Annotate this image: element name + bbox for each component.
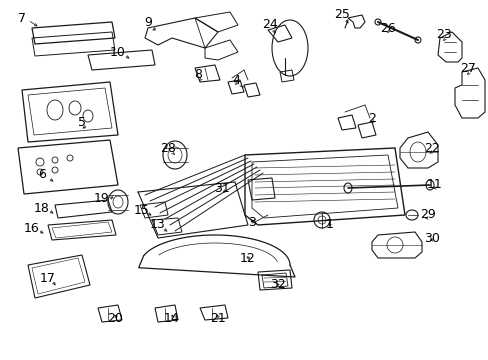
Text: 32: 32 xyxy=(269,279,285,292)
Text: 11: 11 xyxy=(426,179,442,192)
Text: 26: 26 xyxy=(379,22,395,35)
Text: 27: 27 xyxy=(459,62,475,75)
Text: 19: 19 xyxy=(94,192,110,204)
Text: 22: 22 xyxy=(423,141,439,154)
Text: 4: 4 xyxy=(232,73,240,86)
Text: 9: 9 xyxy=(144,15,152,28)
Text: 2: 2 xyxy=(367,112,375,125)
Text: 5: 5 xyxy=(78,116,86,129)
Text: 29: 29 xyxy=(419,208,435,221)
Text: 8: 8 xyxy=(194,68,202,81)
Text: 7: 7 xyxy=(18,12,26,24)
Text: 18: 18 xyxy=(34,202,50,215)
Text: 1: 1 xyxy=(325,219,333,231)
Text: 30: 30 xyxy=(423,231,439,244)
Text: 16: 16 xyxy=(24,221,40,234)
Text: 12: 12 xyxy=(240,252,255,265)
Text: 15: 15 xyxy=(134,203,150,216)
Text: 17: 17 xyxy=(40,271,56,284)
Text: 21: 21 xyxy=(210,311,225,324)
Text: 31: 31 xyxy=(214,181,229,194)
Text: 6: 6 xyxy=(38,168,46,181)
Text: 23: 23 xyxy=(435,28,451,41)
Text: 28: 28 xyxy=(160,141,176,154)
Text: 25: 25 xyxy=(333,9,349,22)
Text: 14: 14 xyxy=(164,311,180,324)
Text: 13: 13 xyxy=(150,219,165,231)
Text: 24: 24 xyxy=(262,18,277,31)
Text: 20: 20 xyxy=(107,311,122,324)
Text: 3: 3 xyxy=(247,216,255,229)
Text: 10: 10 xyxy=(110,45,126,58)
